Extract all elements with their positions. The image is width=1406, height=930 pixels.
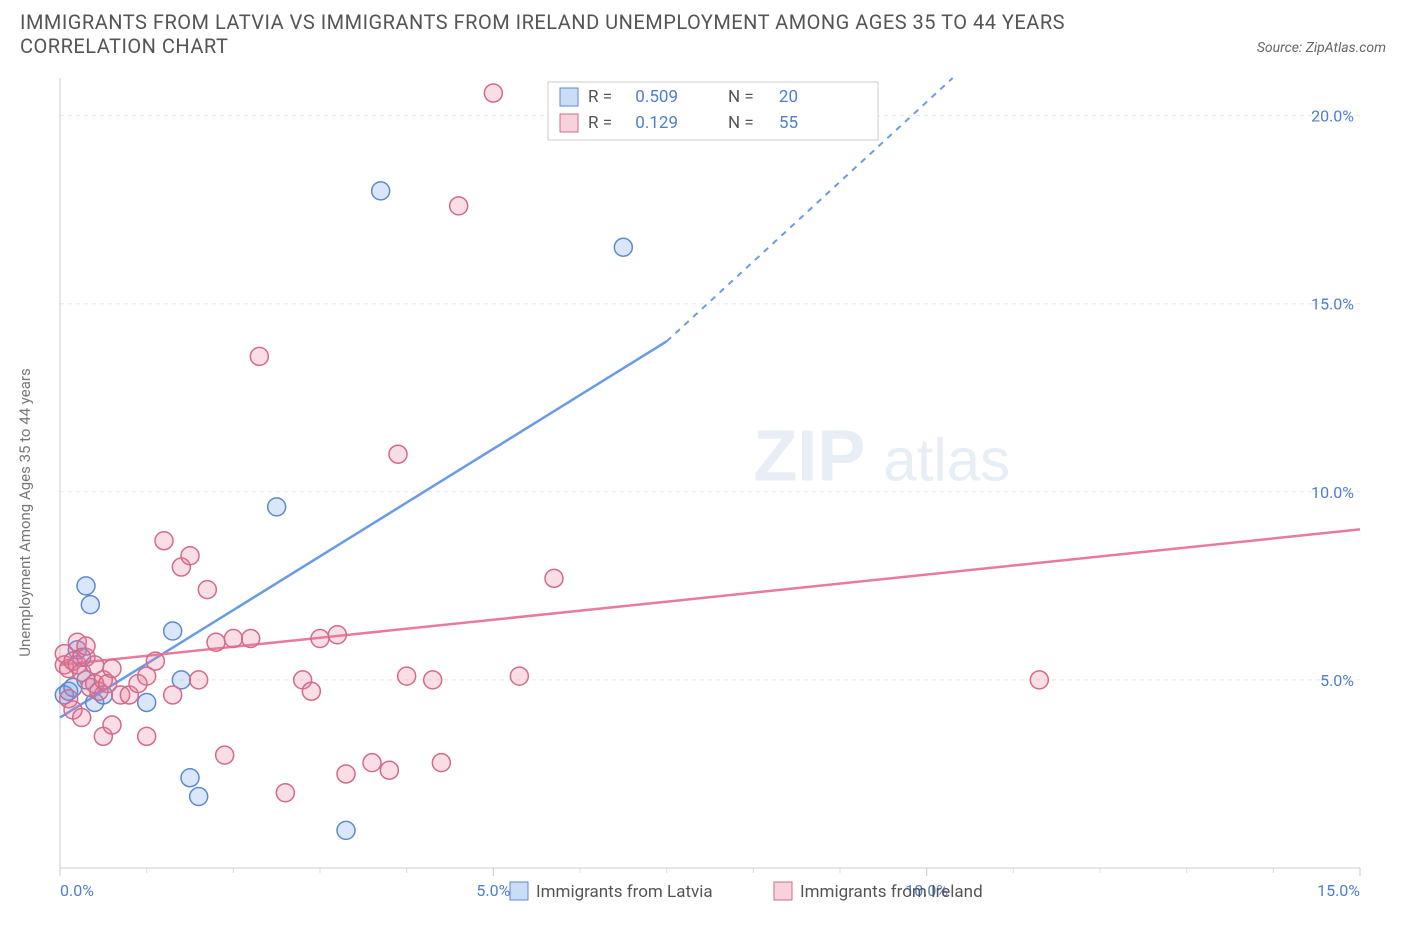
point-ireland [380, 761, 398, 779]
bottom-swatch-ireland [774, 882, 792, 900]
watermark-zip: ZIP [753, 417, 865, 497]
bottom-legend-label: Immigrants from Ireland [800, 882, 983, 902]
point-ireland [77, 637, 95, 655]
legend-r-label: R = [588, 113, 612, 133]
point-ireland [242, 630, 260, 648]
legend-r-value: 0.509 [635, 87, 678, 107]
point-latvia [372, 182, 390, 200]
point-latvia [164, 622, 182, 640]
point-ireland [363, 754, 381, 772]
chart-title: IMMIGRANTS FROM LATVIA VS IMMIGRANTS FRO… [20, 10, 1120, 58]
legend-n-value: 55 [779, 113, 798, 133]
legend-r-label: R = [588, 87, 612, 107]
point-ireland [181, 547, 199, 565]
point-ireland [545, 569, 563, 587]
point-ireland [216, 746, 234, 764]
source-label: Source: ZipAtlas.com [1257, 40, 1386, 56]
legend-swatch-latvia [560, 88, 578, 106]
point-ireland [250, 347, 268, 365]
y-tick-label: 15.0% [1311, 295, 1354, 314]
chart-container: ZIPatlas5.0%10.0%15.0%20.0%0.0%5.0%10.0%… [0, 58, 1406, 928]
bottom-legend-label: Immigrants from Latvia [536, 882, 713, 902]
legend-swatch-ireland [560, 114, 578, 132]
point-ireland [73, 709, 91, 727]
y-tick-label: 10.0% [1311, 483, 1354, 502]
point-latvia [614, 238, 632, 256]
point-latvia [268, 498, 286, 516]
point-latvia [138, 693, 156, 711]
point-ireland [450, 197, 468, 215]
point-ireland [198, 581, 216, 599]
legend-r-value: 0.129 [635, 113, 678, 133]
point-latvia [190, 788, 208, 806]
point-latvia [77, 577, 95, 595]
point-latvia [181, 769, 199, 787]
point-ireland [302, 682, 320, 700]
point-ireland [207, 633, 225, 651]
scatter-chart: ZIPatlas5.0%10.0%15.0%20.0%0.0%5.0%10.0%… [0, 58, 1406, 928]
point-ireland [103, 660, 121, 678]
x-tick-label: 0.0% [60, 881, 94, 900]
point-ireland [224, 630, 242, 648]
point-ireland [389, 445, 407, 463]
point-ireland [276, 784, 294, 802]
point-ireland [432, 754, 450, 772]
point-ireland [484, 84, 502, 102]
legend-n-label: N = [728, 87, 754, 107]
y-axis-title: Unemployment Among Ages 35 to 44 years [16, 368, 34, 656]
x-tick-label: 15.0% [1317, 881, 1360, 900]
point-ireland [164, 686, 182, 704]
legend-n-label: N = [728, 113, 754, 133]
point-ireland [146, 652, 164, 670]
point-ireland [190, 671, 208, 689]
point-ireland [337, 765, 355, 783]
legend-n-value: 20 [779, 87, 798, 107]
y-tick-label: 20.0% [1311, 107, 1354, 126]
bottom-swatch-latvia [510, 882, 528, 900]
point-ireland [424, 671, 442, 689]
watermark-atlas: atlas [883, 427, 1010, 494]
point-ireland [138, 727, 156, 745]
point-ireland [103, 716, 121, 734]
point-latvia [337, 821, 355, 839]
point-ireland [1030, 671, 1048, 689]
point-ireland [328, 626, 346, 644]
point-latvia [81, 596, 99, 614]
point-ireland [398, 667, 416, 685]
point-ireland [311, 630, 329, 648]
point-ireland [155, 532, 173, 550]
x-tick-label: 5.0% [476, 881, 510, 900]
point-ireland [510, 667, 528, 685]
y-tick-label: 5.0% [1320, 671, 1354, 690]
